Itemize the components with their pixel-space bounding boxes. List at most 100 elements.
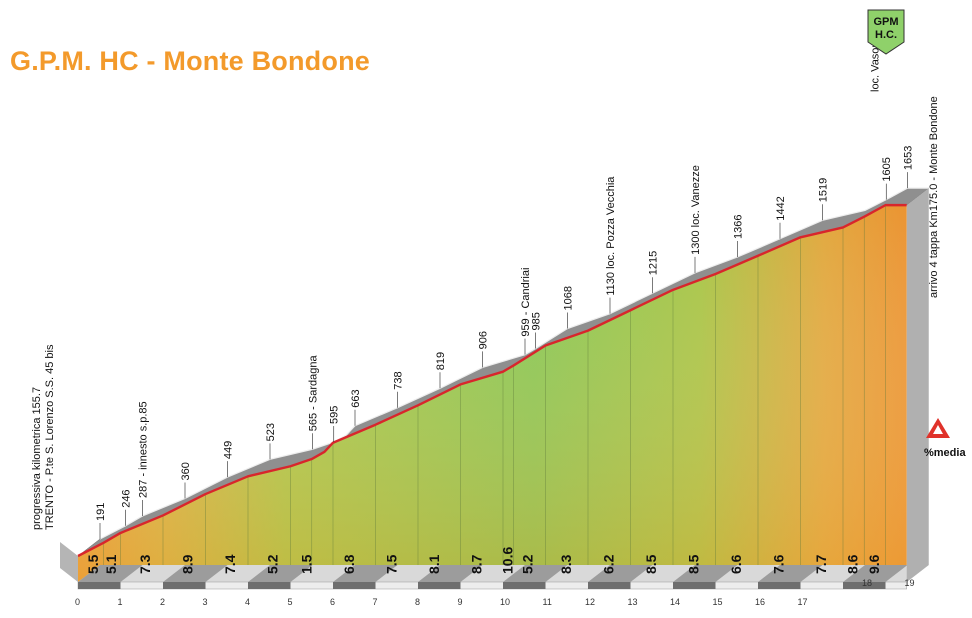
point-label: 191 [95,503,107,521]
km-tick-label: 12 [585,597,595,607]
point-label: 1519 [818,178,830,202]
point-label: 287 - innesto s.p.85 [138,401,150,498]
start-label: TRENTO - P.te S. Lorenzo S.S. 45 bis [44,344,56,530]
start-label: progressiva kilometrica 155.7 [31,387,43,530]
finish-label: arrivo 4 tappa Km175.0 - Monte Bondone [928,96,940,298]
km-tick-label: 6 [330,597,335,607]
km-tick-label: 18 [862,578,872,588]
point-label: 1442 [775,196,787,220]
km-segment [588,582,631,589]
gradient-label: 8.5 [643,554,659,574]
point-label: 360 [180,462,192,480]
point-label: 985 [531,312,543,330]
km-segment [78,582,121,589]
gradient-label: 5.5 [85,554,101,574]
point-label: 523 [265,423,277,441]
km-segment-top [843,565,908,582]
km-segment-top [673,565,738,582]
profile-right-wall [906,188,929,582]
point-label: 1605 [881,157,893,181]
km-segment-top [503,565,568,582]
point-label: 1130 loc. Pozza Vecchia [605,176,617,296]
gpm-badge-line1: GPM [873,16,898,28]
point-label: 246 [121,489,133,507]
gradient-label: 1.5 [299,554,315,574]
gradient-label: 8.3 [558,554,574,574]
gradient-label: 7.6 [770,554,786,574]
km-segment [758,582,801,589]
km-segment-top [78,565,143,582]
gradient-label: 6.8 [341,554,357,574]
km-segment [673,582,716,589]
km-tick-label: 14 [670,597,680,607]
gradient-label: 6.6 [728,554,744,574]
km-tick-label: 8 [415,597,420,607]
km-segment-top [333,565,398,582]
gradient-label: 5.2 [520,554,536,574]
gradient-label: 5.2 [265,554,281,574]
km-tick-label: 11 [543,597,552,607]
point-label: 1653 [903,146,915,170]
profile-top-highlight [99,187,929,540]
km-tick-label: 9 [458,597,463,607]
point-label: 595 [329,406,341,424]
point-label: 738 [393,371,405,389]
warning-triangle-inner [933,425,943,434]
km-segment [248,582,291,589]
point-label: 565 - Sardagna [308,355,320,432]
km-segment [333,582,376,589]
point-label: 959 - Candriai [520,268,532,337]
km-tick-label: 3 [203,597,208,607]
km-segment-top [588,565,653,582]
gradient-label: 6.2 [600,554,616,574]
gradient-label: 10.6 [500,547,516,574]
km-segment-top [163,565,228,582]
km-segment [163,582,206,589]
point-label: 819 [435,352,447,370]
gradient-label: 9.6 [866,554,882,574]
gpm-badge [867,9,905,55]
km-tick-label: 19 [905,578,915,588]
km-tick-label: 1 [118,597,123,607]
legend-label: %media [924,447,966,459]
gradient-label: 5.1 [103,554,119,574]
profile-line [77,203,907,558]
gradient-label: 7.5 [384,554,400,574]
point-label: 1215 [648,251,660,275]
km-tick-label: 15 [713,597,723,607]
gradient-label: 7.3 [137,554,153,574]
km-tick-label: 0 [75,597,80,607]
km-tick-label: 4 [245,597,250,607]
km-tick-label: 16 [755,597,765,607]
point-label: 1068 [563,286,575,310]
point-label: 1366 [733,215,745,239]
gradient-label: 8.7 [469,554,485,574]
point-label: 906 [478,331,490,349]
point-label: 1300 loc. Vanezze [690,165,702,255]
loc-vason-label: loc. Vason [869,41,881,92]
km-tick-label: 13 [628,597,638,607]
page-title: G.P.M. HC - Monte Bondone [10,46,370,76]
gradient-label: 8.5 [685,554,701,574]
gradient-label: 8.9 [180,554,196,574]
point-label: 663 [350,389,362,407]
km-segment [418,582,461,589]
km-segment-top [418,565,483,582]
gradient-label: 7.7 [813,554,829,574]
point-label: 449 [223,441,235,459]
km-segment-top [248,565,313,582]
km-segment [843,582,886,589]
km-tick-label: 17 [798,597,808,607]
gpm-badge-line2: H.C. [875,29,897,41]
km-segment [503,582,546,589]
km-tick-label: 10 [500,597,510,607]
profile-left-cap [60,542,78,582]
gradient-label: 8.1 [426,554,442,574]
km-tick-label: 2 [160,597,165,607]
gradient-label: 8.6 [845,554,861,574]
km-tick-label: 5 [288,597,293,607]
km-tick-label: 7 [373,597,378,607]
profile-area-shade [78,205,907,582]
gradient-label: 7.4 [222,554,238,574]
